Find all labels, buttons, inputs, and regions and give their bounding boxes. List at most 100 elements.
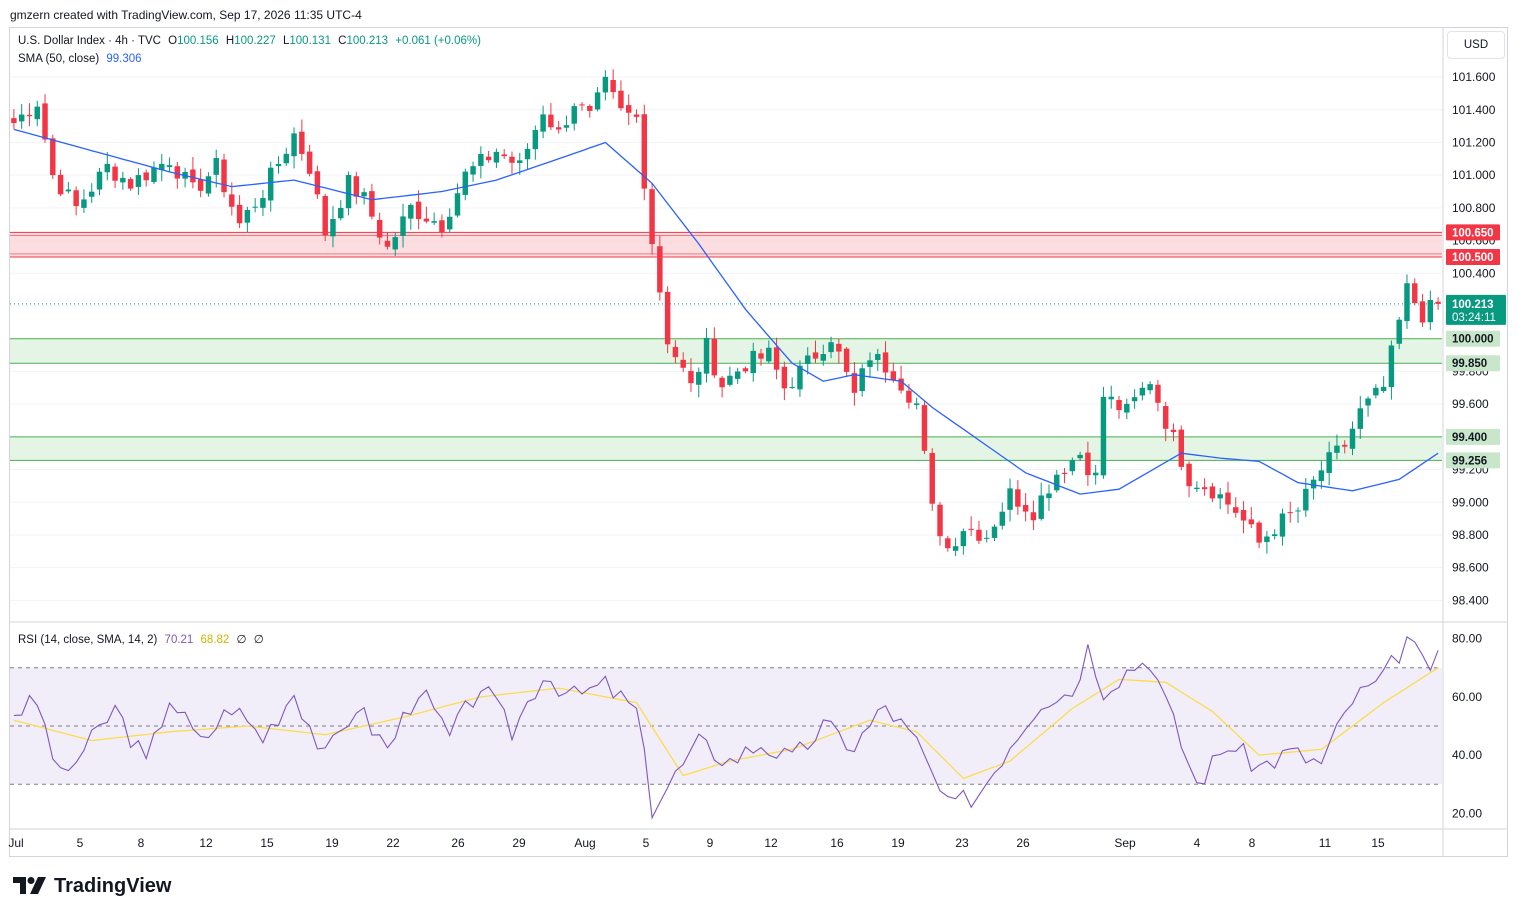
candle-body [244,209,251,223]
time-tick-label: Jul [8,836,23,850]
candle-body [1419,301,1426,323]
support-zone-tag [1446,452,1500,469]
price-tick-label: 100.800 [1452,201,1496,215]
candle-body [1264,536,1270,543]
candle-body [267,167,274,201]
candle-body [470,166,476,175]
candle-body [213,158,219,175]
sma-label[interactable]: SMA (50, close) [18,53,100,65]
candle-body [867,360,873,367]
candle-body [1256,522,1262,543]
candle-body [1139,387,1146,396]
candle-body [369,191,375,217]
candle-body [291,133,297,157]
time-tick-label: 11 [1319,836,1332,850]
candle-body [1279,513,1286,537]
candle-body [376,219,383,238]
candles-group [11,69,1441,557]
candle-body [906,390,912,403]
candle-body [408,204,414,219]
rsi-extra-2: ∅ [253,634,264,646]
support-zone-tag [1446,428,1500,445]
resistance-zone-tag-label: 100.500 [1452,252,1494,264]
candle-body [1194,487,1200,490]
rsi-tick-label: 60.00 [1452,690,1482,704]
candle-body [283,153,290,164]
candle-body [1334,445,1340,453]
candle-body [1365,398,1371,406]
candle-body [571,106,577,124]
candle-body [1225,492,1231,505]
candle-body [1170,429,1177,433]
rsi-ma-value: 68.82 [200,634,230,646]
support-zone [10,436,1442,461]
candle-body [1373,387,1379,396]
candle-body [57,174,64,195]
low-value: 100.131 [289,35,331,47]
candle-body [96,171,103,190]
candle-body [423,218,430,222]
last-price-tag [1446,294,1506,325]
candle-body [1186,463,1192,487]
rsi-label[interactable]: RSI (14, close, SMA, 14, 2) [18,634,158,646]
candle-body [1015,489,1021,507]
price-tick-label: 101.600 [1452,70,1496,84]
candle-body [478,153,484,166]
candle-body [11,118,17,124]
candle-body [649,189,655,245]
currency-button[interactable]: USD [1447,31,1505,59]
candle-body [1435,301,1441,304]
rsi-tick-label: 20.00 [1452,806,1482,820]
time-tick-label: 15 [260,836,274,850]
symbol-label[interactable]: U.S. Dollar Index · 4h · TVC [18,35,161,47]
support-zone-tag [1446,355,1500,372]
price-tick-label: 98.800 [1452,528,1489,542]
candle-body [898,378,904,391]
price-tick-label: 98.600 [1452,561,1489,575]
candle-body [750,350,756,374]
candle-body [1108,396,1114,400]
candle-body [50,138,56,176]
candle-body [446,216,453,230]
candle-body [921,405,928,451]
candle-body [517,160,523,164]
high-value: 100.227 [234,35,276,47]
rsi-legend: RSI (14, close, SMA, 14, 2) 70.21 68.82 … [18,632,268,646]
candle-body [968,528,974,530]
candle-body [742,368,749,372]
candle-body [913,403,920,405]
candle-body [524,148,531,160]
support-zone-tag-label: 99.850 [1452,358,1487,370]
candle-body [135,175,142,187]
time-tick-label: 19 [325,836,339,850]
candle-body [104,163,111,173]
candle-body [758,353,764,359]
candle-body [859,368,865,392]
support-zone-tag-label: 99.256 [1452,455,1487,467]
candle-body [112,166,118,181]
candle-body [431,221,437,223]
candle-body [563,125,570,128]
candle-body [1396,319,1402,344]
support-zone [10,338,1442,364]
price-tick-label: 101.000 [1452,168,1496,182]
candle-body [703,337,710,374]
candle-body [773,347,780,370]
candle-body [361,192,367,197]
candle-body [610,80,616,93]
low-label: L [282,35,290,47]
candle-body [190,169,196,183]
candle-body [26,114,33,117]
candle-body [197,179,204,191]
candle-body [1310,479,1317,489]
candle-body [174,166,181,179]
candle-body [843,348,850,372]
candle-body [439,220,445,233]
sma-legend: SMA (50, close) 99.306 [18,53,146,65]
last-price-value: 100.213 [1452,299,1494,311]
candle-body [696,371,702,385]
candle-body [812,352,819,359]
candle-body [1085,452,1091,476]
candle-body [1209,486,1216,499]
